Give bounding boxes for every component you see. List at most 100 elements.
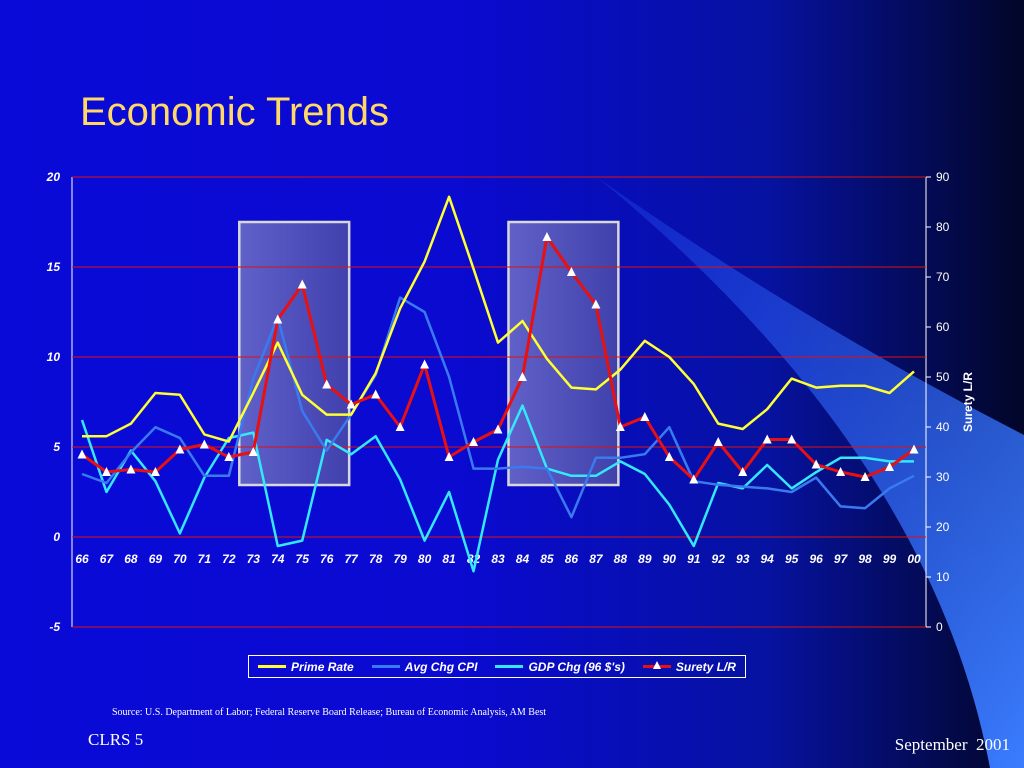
- footer-date: September 2001: [894, 735, 1010, 754]
- x-tick-label: 74: [271, 552, 285, 566]
- x-tick-label: 67: [100, 552, 115, 566]
- decorative-swoosh: [598, 178, 1024, 768]
- x-tick-label: 91: [687, 552, 701, 566]
- y2-tick-label: 0: [936, 620, 943, 634]
- legend-label: Surety L/R: [675, 659, 736, 674]
- y-tick-label: 10: [47, 350, 61, 364]
- y-tick-label: 5: [53, 440, 60, 454]
- surety-point: [175, 444, 185, 454]
- series-line-prime-rate: [82, 195, 915, 443]
- y-tick-label: 15: [47, 260, 61, 274]
- x-tick-label: 70: [173, 552, 187, 566]
- x-tick-label: 69: [149, 552, 163, 566]
- x-tick-label: 97: [834, 552, 849, 566]
- surety-point: [371, 389, 381, 399]
- legend-label: Prime Rate: [291, 659, 354, 674]
- surety-point: [615, 422, 625, 431]
- surety-point: [346, 399, 356, 409]
- source-note: Source: U.S. Department of Labor; Federa…: [112, 707, 547, 718]
- x-tick-label: 75: [296, 552, 310, 566]
- y2-tick-label: 80: [936, 220, 950, 234]
- y2-axis-title: Surety L/R: [961, 372, 975, 432]
- x-tick-label: 93: [736, 552, 750, 566]
- chart-legend: Prime Rate Avg Chg CPI GDP Chg (96 $'s) Sur…: [248, 655, 746, 678]
- x-tick-label: 81: [442, 552, 456, 566]
- surety-point: [811, 459, 821, 469]
- legend-item: Prime Rate: [258, 660, 354, 674]
- x-tick-label: 83: [491, 552, 505, 566]
- x-tick-label: 85: [540, 552, 554, 566]
- legend-item: GDP Chg (96 $'s): [495, 659, 625, 674]
- legend-swatch: [642, 661, 671, 669]
- surety-point: [420, 359, 430, 369]
- surety-point: [689, 474, 699, 484]
- y-tick-label: -5: [49, 620, 60, 634]
- surety-point: [297, 279, 307, 289]
- legend-item: Surety L/R: [642, 659, 736, 674]
- surety-point: [126, 464, 136, 474]
- surety-point: [273, 314, 283, 324]
- x-tick-label: 71: [198, 552, 212, 566]
- legend-item: Avg Chg CPI: [371, 659, 478, 674]
- x-tick-label: 68: [124, 552, 138, 566]
- surety-point: [591, 299, 601, 309]
- y2-tick-label: 70: [936, 270, 950, 284]
- y2-tick-label: 10: [936, 570, 950, 584]
- legend-label: GDP Chg (96 $'s): [528, 659, 625, 674]
- x-tick-label: 88: [614, 552, 628, 566]
- legend-swatch: [495, 665, 524, 668]
- surety-point: [542, 232, 552, 241]
- x-tick-label: 84: [516, 552, 530, 566]
- surety-point: [664, 452, 674, 461]
- surety-point: [444, 452, 454, 461]
- x-tick-label: 92: [712, 552, 726, 566]
- x-tick-label: 94: [760, 552, 774, 566]
- x-tick-label: 87: [589, 552, 604, 566]
- y2-tick-label: 50: [936, 370, 950, 384]
- y-tick-label: 0: [53, 530, 60, 544]
- x-tick-label: 86: [565, 552, 579, 566]
- surety-point: [322, 379, 332, 389]
- y2-tick-label: 60: [936, 320, 950, 334]
- surety-point: [738, 467, 748, 476]
- x-tick-label: 89: [638, 552, 652, 566]
- series-line-avg-chg-cpi: [81, 296, 915, 519]
- x-tick-label: 66: [75, 552, 89, 566]
- surety-point: [762, 434, 772, 444]
- surety-point: [77, 449, 87, 459]
- surety-point: [713, 437, 723, 446]
- surety-point: [909, 444, 919, 454]
- surety-point: [101, 467, 111, 476]
- x-tick-label: 72: [222, 552, 236, 566]
- surety-point: [395, 422, 405, 431]
- surety-point: [836, 467, 846, 476]
- x-tick-label: 79: [393, 552, 407, 566]
- x-tick-label: 78: [369, 552, 383, 566]
- surety-point: [640, 412, 650, 421]
- surety-point: [150, 467, 160, 476]
- legend-label: Avg Chg CPI: [404, 659, 478, 674]
- slide-title: Economic Trends: [80, 90, 390, 134]
- x-tick-label: 90: [663, 552, 677, 566]
- x-tick-label: 77: [344, 552, 359, 566]
- surety-point: [469, 437, 479, 446]
- legend-swatch: [258, 665, 287, 668]
- surety-point: [199, 439, 209, 449]
- x-tick-label: 76: [320, 552, 334, 566]
- legend-swatch: [371, 665, 400, 668]
- y2-tick-label: 20: [936, 520, 950, 534]
- surety-point: [224, 452, 234, 461]
- x-tick-label: 96: [809, 552, 823, 566]
- surety-point: [787, 434, 797, 444]
- y2-tick-label: 30: [936, 470, 950, 484]
- x-tick-label: 99: [883, 552, 897, 566]
- x-tick-label: 73: [247, 552, 261, 566]
- surety-point: [885, 462, 895, 471]
- x-tick-label: 95: [785, 552, 799, 566]
- triangle-marker-icon: [652, 661, 661, 669]
- y2-tick-label: 90: [936, 170, 950, 184]
- surety-point: [493, 424, 503, 434]
- surety-point: [248, 447, 258, 456]
- surety-point: [860, 472, 870, 481]
